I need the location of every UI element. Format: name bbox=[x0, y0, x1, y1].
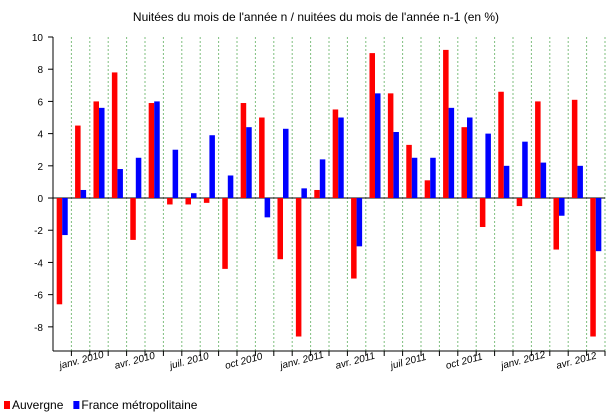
bar bbox=[283, 128, 289, 199]
bar bbox=[264, 198, 271, 218]
bar bbox=[503, 165, 510, 199]
bar bbox=[467, 117, 473, 199]
bar bbox=[516, 198, 523, 207]
legend-swatch bbox=[4, 401, 10, 409]
bar bbox=[62, 198, 68, 236]
y-tick-label: 2 bbox=[37, 162, 43, 173]
chart-title: Nuitées du mois de l'année n / nuitées d… bbox=[133, 10, 499, 24]
y-tick-label: -4 bbox=[34, 258, 43, 269]
bar bbox=[332, 109, 339, 199]
x-tick-label: avr. 2012 bbox=[555, 350, 598, 371]
bar bbox=[191, 193, 197, 199]
bar bbox=[522, 141, 528, 199]
bar bbox=[185, 198, 191, 205]
y-tick-label: -8 bbox=[34, 323, 43, 334]
bar bbox=[535, 101, 541, 199]
x-tick-label: juil. 2010 bbox=[167, 351, 211, 373]
bar bbox=[553, 198, 559, 250]
bar bbox=[351, 198, 357, 279]
bar bbox=[56, 198, 63, 305]
bar bbox=[430, 157, 436, 199]
bar bbox=[314, 189, 320, 199]
bar bbox=[577, 165, 583, 199]
bar bbox=[356, 198, 363, 247]
bar bbox=[227, 175, 234, 199]
x-tick-label: avr. 2011 bbox=[334, 351, 376, 372]
y-tick-label: 4 bbox=[37, 130, 43, 141]
bar bbox=[338, 117, 344, 199]
bar bbox=[240, 103, 247, 199]
bar bbox=[571, 99, 578, 199]
bar bbox=[319, 159, 326, 199]
bar bbox=[411, 157, 418, 199]
bar bbox=[277, 198, 283, 260]
bar bbox=[93, 101, 99, 199]
y-tick-label: 8 bbox=[37, 65, 43, 76]
x-tick-label: oct 2011 bbox=[445, 352, 484, 372]
legend-label: Auvergne bbox=[12, 398, 64, 412]
bar bbox=[590, 198, 596, 337]
bar bbox=[406, 144, 412, 199]
bar bbox=[130, 198, 136, 240]
bar bbox=[295, 198, 302, 337]
bar bbox=[301, 188, 307, 199]
bar bbox=[172, 149, 179, 199]
bar bbox=[369, 53, 375, 199]
bar bbox=[259, 117, 265, 199]
bar bbox=[246, 127, 252, 199]
bar bbox=[80, 189, 87, 199]
bar bbox=[485, 133, 491, 199]
y-tick-label: 10 bbox=[32, 33, 44, 44]
bar bbox=[99, 107, 105, 199]
bar bbox=[559, 198, 565, 216]
bar bbox=[443, 49, 449, 199]
bar bbox=[448, 107, 455, 199]
y-tick-label: 0 bbox=[37, 194, 43, 205]
bar bbox=[375, 93, 381, 199]
bar bbox=[479, 198, 486, 228]
legend-label: France métropolitaine bbox=[81, 398, 197, 412]
bar bbox=[111, 72, 118, 199]
x-tick-label: janv. 2012 bbox=[498, 349, 547, 372]
bar bbox=[387, 93, 394, 199]
legend-swatch bbox=[73, 401, 80, 409]
bar bbox=[461, 127, 467, 199]
bar bbox=[209, 135, 215, 199]
x-tick-label: janv. 2011 bbox=[277, 350, 325, 373]
bar bbox=[498, 91, 504, 199]
bar bbox=[167, 198, 173, 205]
y-tick-label: 6 bbox=[37, 97, 43, 108]
bar bbox=[154, 101, 160, 199]
bar bbox=[424, 180, 431, 199]
y-tick-label: -2 bbox=[34, 226, 43, 237]
bar bbox=[75, 125, 81, 199]
x-tick-label: janv. 2010 bbox=[56, 349, 105, 372]
x-tick-label: avr. 2010 bbox=[113, 350, 156, 371]
bar bbox=[222, 198, 228, 269]
y-tick-label: -6 bbox=[34, 291, 43, 302]
bar bbox=[540, 162, 547, 199]
bar bbox=[595, 198, 602, 252]
bar bbox=[117, 169, 123, 199]
bar bbox=[393, 132, 399, 199]
bar bbox=[203, 198, 210, 203]
bar bbox=[135, 157, 142, 199]
bar bbox=[148, 103, 155, 199]
x-tick-label: juil 2011 bbox=[388, 352, 428, 373]
x-tick-label: oct 2010 bbox=[224, 351, 264, 372]
